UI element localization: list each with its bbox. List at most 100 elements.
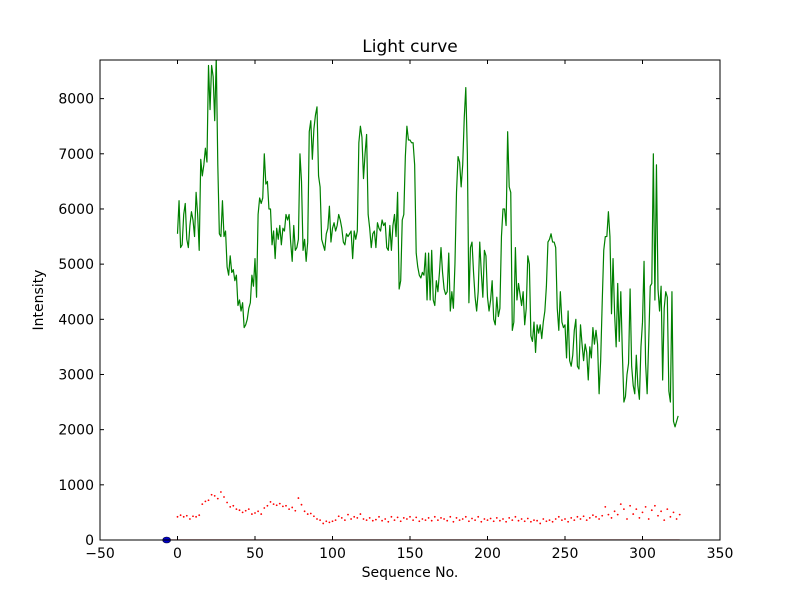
series-point: [654, 504, 656, 507]
series-point: [567, 520, 569, 523]
series-point: [365, 519, 368, 522]
series-point: [443, 518, 445, 520]
series-point: [601, 514, 604, 517]
series-point: [275, 504, 278, 507]
x-tick-label: 300: [629, 546, 656, 562]
series-point: [607, 513, 610, 516]
series-point: [223, 496, 225, 498]
x-tick-label: 250: [552, 546, 579, 562]
series-point: [294, 509, 297, 512]
series-point: [554, 518, 557, 520]
series-point: [247, 508, 250, 510]
series-point: [461, 518, 464, 520]
series-point: [185, 514, 188, 517]
series-point: [427, 517, 430, 519]
series-point: [588, 517, 591, 519]
series-point: [647, 518, 650, 520]
series-point: [300, 503, 303, 506]
series-point: [678, 513, 681, 516]
series-point: [486, 519, 489, 522]
series-point: [561, 519, 563, 522]
series-point: [362, 518, 365, 520]
x-axis-label: Sequence No.: [362, 565, 459, 581]
series-point: [260, 513, 263, 515]
y-tick-label: 4000: [58, 312, 94, 328]
series-point: [675, 518, 678, 520]
series-point: [598, 518, 600, 520]
series-point: [421, 518, 424, 520]
series-point: [650, 509, 653, 512]
series-point: [322, 522, 325, 525]
y-tick-label: 5000: [58, 257, 94, 273]
x-tick-label: 150: [397, 546, 424, 562]
series-point: [433, 515, 436, 518]
series-point: [495, 517, 498, 519]
series-point: [564, 518, 566, 520]
series-point: [291, 506, 294, 509]
series-point: [337, 515, 340, 518]
series-point: [232, 504, 235, 507]
series-point: [201, 503, 204, 506]
series-point: [402, 517, 405, 519]
series-point: [244, 509, 247, 512]
series-point: [539, 522, 542, 525]
series-point: [204, 500, 207, 503]
series-point: [378, 515, 380, 518]
series-point: [210, 493, 213, 496]
series-point: [220, 491, 222, 493]
series-point: [226, 501, 229, 504]
series-point: [257, 510, 259, 513]
series-point: [412, 519, 414, 522]
series-point: [526, 517, 529, 520]
series-point: [216, 497, 219, 500]
series-point: [595, 515, 597, 518]
series-point: [195, 515, 198, 518]
series-point: [644, 506, 647, 508]
series-point: [325, 520, 328, 523]
series-point: [189, 518, 191, 520]
series-point: [669, 515, 672, 518]
series-point: [179, 514, 182, 517]
series-point: [536, 519, 538, 522]
series-point: [409, 515, 411, 518]
series-point: [511, 519, 514, 522]
series-point: [452, 520, 455, 523]
y-axis-label: Intensity: [31, 270, 47, 331]
series-point: [176, 515, 179, 518]
series-point: [238, 509, 241, 512]
series-point: [464, 515, 467, 518]
series-point: [505, 520, 507, 523]
series-point: [424, 519, 427, 522]
series-point: [666, 508, 669, 510]
series-point: [468, 520, 470, 523]
series-point: [415, 516, 418, 519]
series-point: [303, 510, 306, 513]
series-point: [437, 519, 439, 522]
x-tick-label: 350: [707, 546, 734, 562]
series-point: [629, 504, 631, 507]
x-tick-label: 0: [173, 546, 182, 562]
series-point: [207, 499, 210, 502]
series-point: [251, 513, 253, 515]
series-point: [613, 510, 616, 513]
series-point: [474, 519, 476, 522]
series-point: [570, 517, 573, 519]
series-point: [350, 518, 352, 520]
series-point: [381, 519, 383, 522]
y-tick-label: 6000: [58, 202, 94, 218]
y-tick-label: 2000: [58, 423, 94, 439]
series-point: [241, 511, 244, 514]
series-point: [269, 501, 272, 503]
series-point: [523, 520, 526, 523]
series-point: [514, 515, 517, 518]
series-point: [285, 504, 287, 507]
x-tick-label: 50: [246, 546, 264, 562]
series-point: [480, 520, 483, 523]
series-point: [455, 517, 458, 519]
series-point: [635, 508, 638, 510]
series-point: [278, 502, 281, 505]
series-point: [632, 513, 635, 515]
series-point: [477, 515, 480, 518]
series-point: [508, 517, 511, 519]
series-point: [616, 513, 619, 516]
